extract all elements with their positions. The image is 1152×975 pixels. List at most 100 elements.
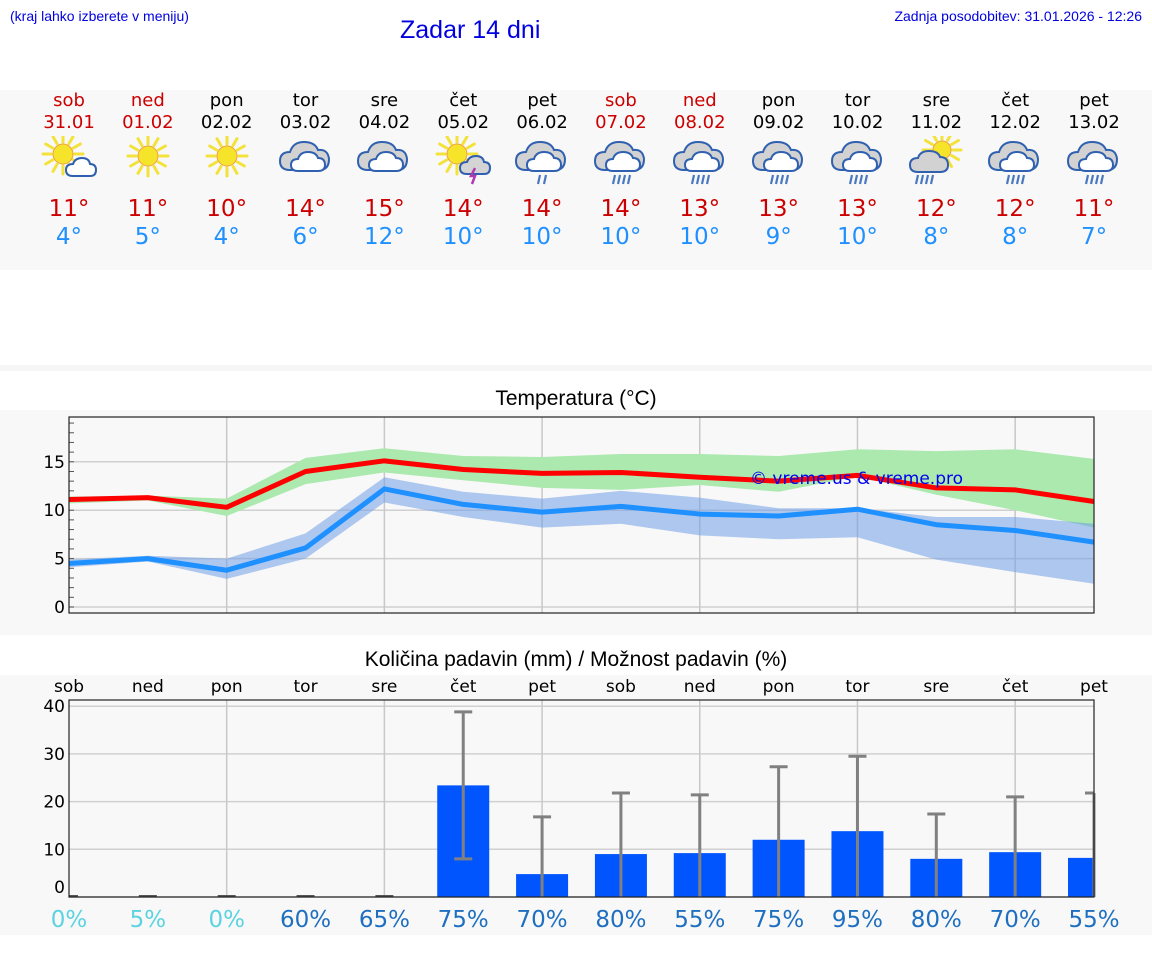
day-forecast: sre 04.02 15° 12° <box>345 90 423 251</box>
temperature-chart-title: Temperatura (°C) <box>495 387 657 410</box>
svg-text:pon: pon <box>211 677 243 697</box>
svg-text:sob: sob <box>606 677 636 697</box>
day-name: pet <box>1079 90 1109 111</box>
max-temp: 11° <box>48 196 90 222</box>
day-name: sre <box>922 90 951 111</box>
section-divider <box>0 365 1152 371</box>
max-temp: 13° <box>837 196 878 222</box>
precipitation-chart: 010203040sob0%ned5%pon0%tor60%sre65%čet7… <box>43 677 1119 933</box>
svg-text:55%: 55% <box>1068 907 1119 933</box>
svg-text:sre: sre <box>923 677 949 697</box>
day-date: 06.02 <box>516 112 568 133</box>
day-name: sob <box>605 90 637 111</box>
min-temp: 10° <box>521 224 563 250</box>
day-forecast: tor 03.02 14° 6° <box>267 90 345 251</box>
svg-text:95%: 95% <box>832 907 883 933</box>
cloud-rain-icon <box>830 140 882 185</box>
daily-forecast-strip: sob 31.01 11° 4° ned 01.02 11° 5° pon 02.02 10° 4° t… <box>0 90 1152 270</box>
svg-text:5: 5 <box>54 550 65 570</box>
min-temp: 6° <box>292 224 319 250</box>
day-date: 08.02 <box>674 112 726 133</box>
max-temp: 14° <box>600 196 642 222</box>
svg-text:čet: čet <box>450 677 477 697</box>
min-temp: 7° <box>1080 224 1108 250</box>
day-date: 09.02 <box>752 112 805 133</box>
cloud-rain-icon <box>751 140 803 185</box>
svg-text:75%: 75% <box>753 907 804 933</box>
day-forecast: tor 10.02 13° 10° <box>819 90 897 251</box>
day-date: 04.02 <box>358 112 411 133</box>
max-temp: 14° <box>442 196 484 222</box>
max-temp: 13° <box>758 196 800 222</box>
day-name: tor <box>844 90 871 111</box>
day-date: 31.01 <box>43 112 95 133</box>
svg-text:sre: sre <box>371 677 397 697</box>
cloudy-icon <box>278 140 330 172</box>
svg-text:70%: 70% <box>517 907 568 933</box>
sun-cloud-rain-icon <box>909 129 963 185</box>
min-temp: 10° <box>600 224 642 250</box>
max-temp: 15° <box>364 196 405 222</box>
day-forecast: sre 11.02 12° 8° <box>897 90 975 251</box>
svg-text:ned: ned <box>684 677 716 697</box>
svg-text:tor: tor <box>294 677 318 697</box>
precipitation-chart-panel: 0 10 20 30 40 sob 0% ned 5% pon 0% tor 60% sre 65% čet 7… <box>0 675 1152 935</box>
svg-text:pet: pet <box>528 677 556 697</box>
day-forecast: čet 12.02 12° 8° <box>976 90 1054 251</box>
max-temp: 13° <box>679 196 721 222</box>
day-date: 02.02 <box>200 112 253 133</box>
min-temp: 4° <box>55 224 83 250</box>
max-temp: 11° <box>1073 196 1115 222</box>
max-temp: 10° <box>206 196 248 222</box>
svg-text:ned: ned <box>132 677 164 697</box>
day-forecast: pet 06.02 14° 10° <box>503 90 581 251</box>
svg-text:0: 0 <box>54 598 65 618</box>
max-temp: 12° <box>915 196 957 222</box>
min-temp: 12° <box>364 224 405 250</box>
min-temp: 8° <box>923 224 950 250</box>
svg-text:0: 0 <box>54 878 65 898</box>
svg-text:tor: tor <box>845 677 869 697</box>
day-name: sob <box>53 90 85 111</box>
svg-text:0%: 0% <box>51 907 88 933</box>
day-forecast: pon 02.02 10° 4° <box>188 90 266 251</box>
svg-text:20: 20 <box>43 793 65 813</box>
min-temp: 4° <box>213 224 240 250</box>
svg-text:pet: pet <box>1080 677 1108 697</box>
sun-icon <box>205 134 249 178</box>
day-name: ned <box>130 90 165 111</box>
last-update: Zadnja posodobitev: 31.01.2026 - 12:26 <box>894 8 1142 24</box>
min-temp: 5° <box>134 224 161 250</box>
svg-text:70%: 70% <box>990 907 1041 933</box>
day-date: 10.02 <box>831 112 884 133</box>
max-temp: 12° <box>994 196 1036 222</box>
day-date: 07.02 <box>595 112 647 133</box>
svg-text:pon: pon <box>763 677 795 697</box>
svg-text:© vreme.us & vreme.pro: © vreme.us & vreme.pro <box>750 469 963 489</box>
svg-text:75%: 75% <box>438 907 489 933</box>
sun-thunderstorm-icon <box>435 132 492 185</box>
cloud-rain-icon <box>988 140 1040 185</box>
day-forecast: sob 31.01 11° 4° <box>30 90 108 251</box>
max-temp: 11° <box>127 196 169 222</box>
min-temp: 10° <box>442 224 484 250</box>
precipitation-chart-title: Količina padavin (mm) / Možnost padavin … <box>364 648 788 671</box>
day-forecast: sob 07.02 14° 10° <box>582 90 660 251</box>
day-name: pon <box>761 90 796 111</box>
day-forecast: pon 09.02 13° 9° <box>740 90 818 251</box>
day-name: sre <box>370 90 399 111</box>
day-date: 11.02 <box>910 112 963 133</box>
day-name: čet <box>449 90 478 111</box>
day-forecast: ned 08.02 13° 10° <box>661 90 739 251</box>
min-temp: 10° <box>837 224 878 250</box>
svg-text:80%: 80% <box>911 907 962 933</box>
day-forecast: čet 05.02 14° 10° <box>424 90 502 251</box>
sun-partly-cloudy-icon <box>41 132 98 177</box>
day-name: pet <box>527 90 557 111</box>
max-temp: 14° <box>521 196 563 222</box>
day-date: 12.02 <box>989 112 1041 133</box>
sun-icon <box>126 134 170 178</box>
day-date: 05.02 <box>437 112 490 133</box>
cloudy-icon <box>357 140 409 172</box>
day-date: 03.02 <box>279 112 332 133</box>
